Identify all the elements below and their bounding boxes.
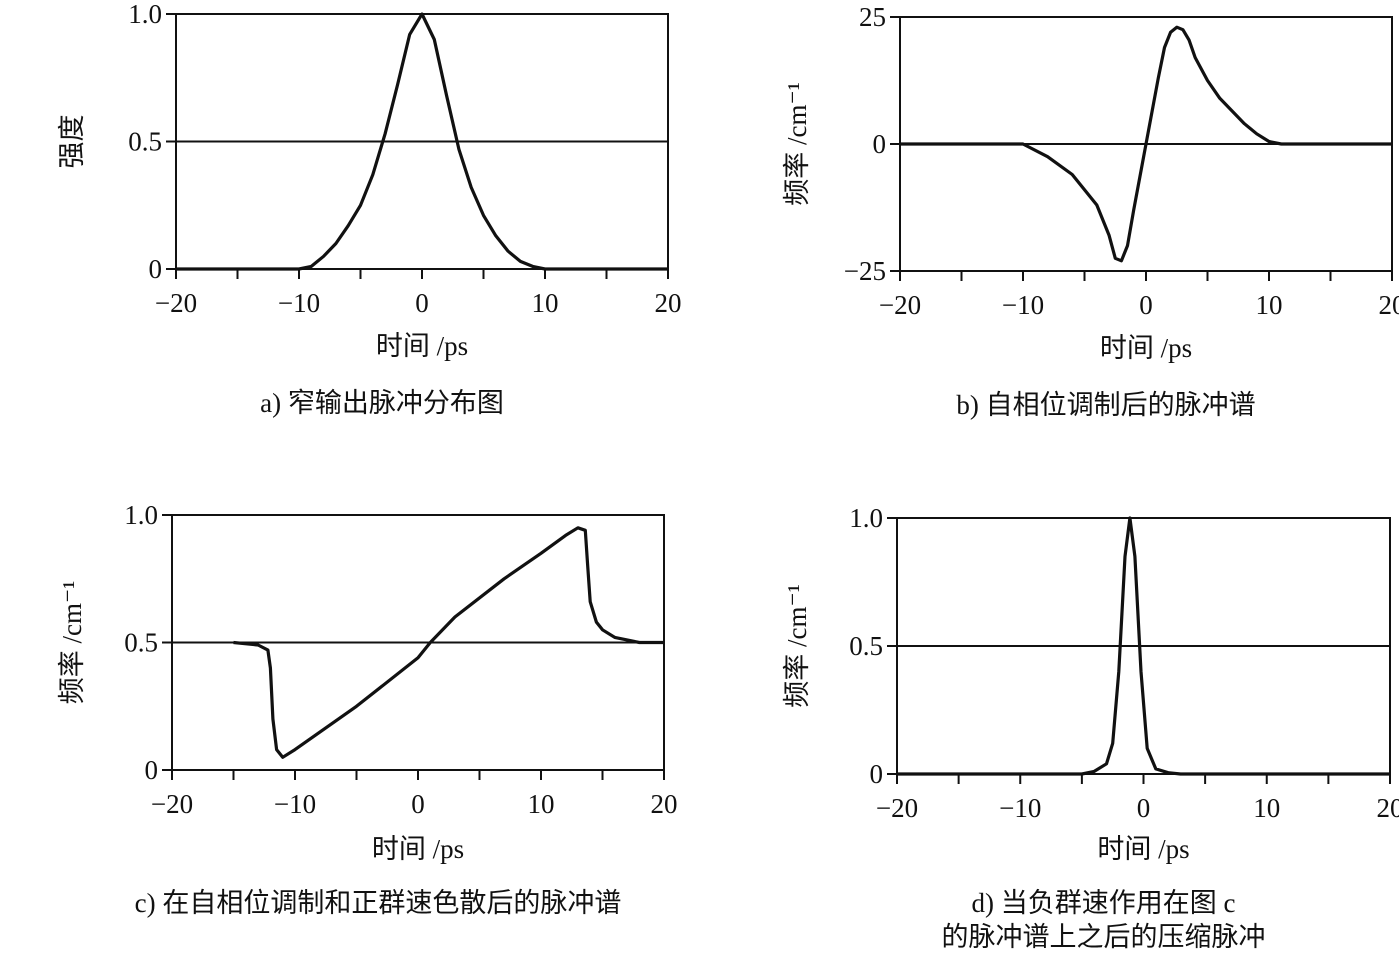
- panel-caption: d) 当负群速作用在图 c: [972, 888, 1236, 918]
- series-line: [233, 526, 664, 759]
- panel-d: −20 −10 0 10 20 0 0.5 1.0 时间 /ps 频率 /cm⁻¹ d) 当负群速作…: [782, 503, 1399, 952]
- x-tick-label: 0: [1137, 793, 1151, 823]
- y-tick-label: 1.0: [849, 503, 883, 533]
- series-line: [176, 12, 668, 271]
- x-tick-label: 20: [651, 789, 678, 819]
- x-tick-label: 20: [1377, 793, 1399, 823]
- y-tick-label: 25: [859, 2, 886, 32]
- x-axis-title: 时间 /ps: [1097, 834, 1189, 864]
- y-tick-label: 1.0: [128, 0, 162, 29]
- series-line: [897, 516, 1390, 776]
- y-tick-label: 1.0: [124, 500, 158, 530]
- x-axis-title: 时间 /ps: [372, 834, 464, 864]
- x-tick-label: 10: [532, 288, 559, 318]
- x-tick-label: 10: [1256, 290, 1283, 320]
- x-tick-label: −10: [999, 793, 1041, 823]
- panel-caption: b) 自相位调制后的脉冲谱: [956, 390, 1255, 420]
- x-tick-label: −20: [151, 789, 193, 819]
- y-axis-title: 频率 /cm⁻¹: [782, 584, 812, 708]
- y-tick-label: 0: [873, 129, 887, 159]
- x-tick-label: 10: [1253, 793, 1280, 823]
- y-axis-title: 频率 /cm⁻¹: [782, 82, 812, 206]
- panel-a: −20 −10 0 10 20 0 0.5 1.0 时间 /ps 强度 a) 窄输出脉冲分布图: [57, 0, 682, 418]
- x-tick-label: −10: [278, 288, 320, 318]
- y-tick-label: 0: [149, 254, 163, 284]
- y-tick-label: −25: [844, 256, 886, 286]
- y-axis-title: 强度: [57, 115, 87, 169]
- y-tick-label: 0: [870, 759, 884, 789]
- x-tick-label: −10: [1002, 290, 1044, 320]
- panel-caption-line2: 的脉冲谱上之后的压缩脉冲: [942, 922, 1266, 952]
- x-tick-label: 0: [415, 288, 429, 318]
- y-tick-label: 0.5: [128, 127, 162, 157]
- x-tick-label: −10: [274, 789, 316, 819]
- y-axis-title: 频率 /cm⁻¹: [57, 581, 87, 705]
- y-tick-label: 0.5: [124, 628, 158, 658]
- y-tick-label: 0: [145, 755, 159, 785]
- x-tick-label: −20: [879, 290, 921, 320]
- x-tick-label: −20: [876, 793, 918, 823]
- y-tick-label: 0.5: [849, 631, 883, 661]
- x-tick-label: 20: [1379, 290, 1399, 320]
- panel-caption: c) 在自相位调制和正群速色散后的脉冲谱: [135, 888, 622, 918]
- x-tick-label: −20: [155, 288, 197, 318]
- x-axis-title: 时间 /ps: [376, 331, 468, 361]
- x-tick-label: 20: [655, 288, 682, 318]
- x-tick-label: 10: [528, 789, 555, 819]
- x-tick-label: 0: [1139, 290, 1153, 320]
- series-line: [900, 25, 1392, 263]
- panel-caption: a) 窄输出脉冲分布图: [260, 388, 504, 418]
- x-axis-title: 时间 /ps: [1100, 333, 1192, 363]
- panel-c: −20 −10 0 10 20 0 0.5 1.0 时间 /ps 频率 /cm⁻¹ c) 在自相位调…: [57, 500, 678, 918]
- x-tick-label: 0: [411, 789, 425, 819]
- panel-b: −20 −10 0 10 20 −25 0 25 时间 /ps 频率 /cm⁻¹ b) 自相位调制后…: [782, 2, 1399, 420]
